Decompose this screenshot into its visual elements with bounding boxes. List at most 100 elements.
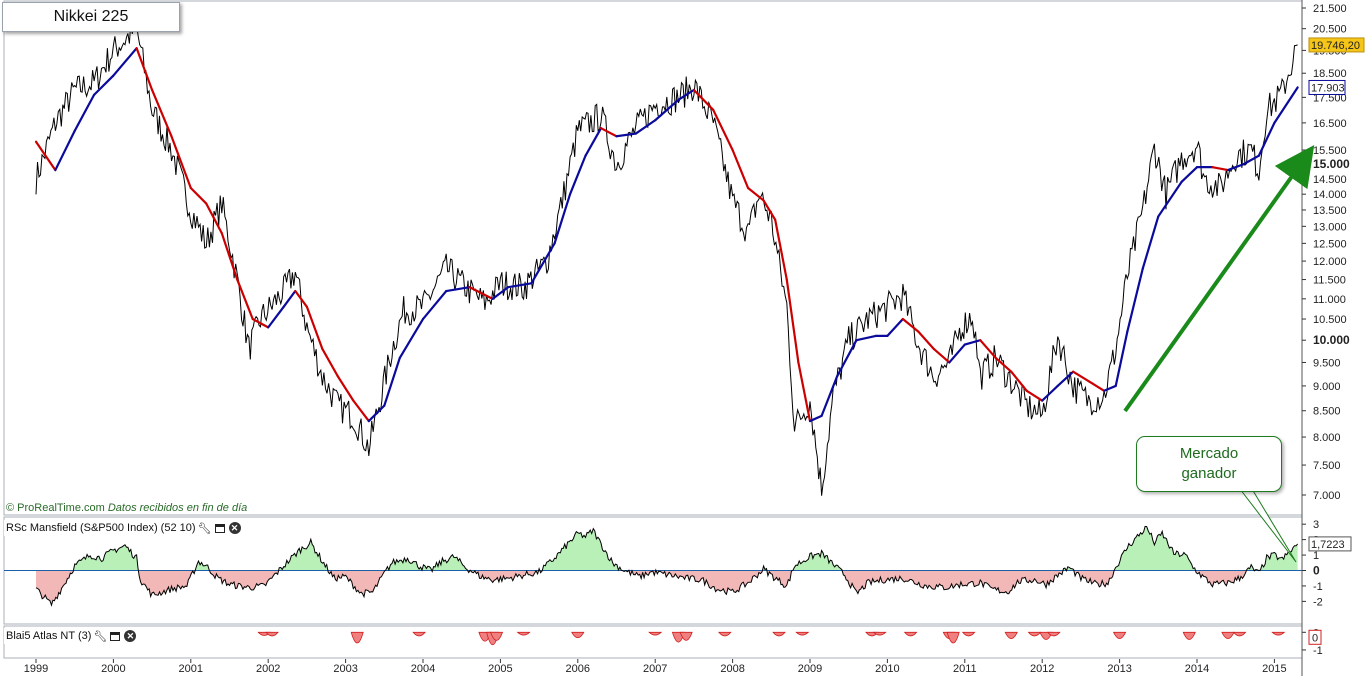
moving-average-segment bbox=[712, 108, 734, 152]
rsc-negative-area bbox=[36, 570, 1298, 606]
close-icon[interactable]: ✕ bbox=[228, 522, 241, 534]
moving-average-segment bbox=[948, 343, 966, 364]
watermark: © ProRealTime.com Datos recibidos en fin… bbox=[6, 502, 247, 514]
moving-average-segment bbox=[1180, 166, 1199, 184]
rsc-mansfield-panel: 3210-1-21,7223 bbox=[4, 519, 1352, 608]
price-panel-frame bbox=[3, 0, 1303, 516]
blai5-spike bbox=[718, 631, 732, 637]
price-tick-label: 17.500 bbox=[1313, 92, 1347, 104]
moving-average-segment bbox=[963, 339, 982, 346]
blai5-value-label: 0 bbox=[1312, 632, 1318, 644]
price-tick-label: 13.000 bbox=[1313, 221, 1347, 233]
blai5-spike bbox=[872, 631, 887, 636]
price-tick-label: 9.000 bbox=[1313, 381, 1341, 393]
moving-average-segment bbox=[994, 356, 1013, 373]
blai5-spike bbox=[1221, 631, 1235, 639]
ma-value-tag bbox=[1308, 79, 1346, 95]
moving-average-segment bbox=[584, 127, 603, 157]
year-tick-label: 2004 bbox=[411, 663, 435, 675]
blai5-spike bbox=[946, 631, 960, 644]
price-tick-label: 14.500 bbox=[1313, 174, 1347, 186]
rsc-value-tag bbox=[1308, 536, 1352, 552]
moving-average-segment bbox=[112, 47, 138, 77]
rsc-value-label: 1,7223 bbox=[1311, 539, 1345, 551]
moving-average-segment bbox=[1072, 370, 1090, 383]
moving-average-segment bbox=[398, 317, 425, 360]
moving-average-segment bbox=[251, 317, 270, 329]
year-tick-label: 2009 bbox=[798, 663, 822, 675]
rsc-tick-label: -2 bbox=[1313, 596, 1323, 608]
blai5-spike bbox=[1182, 631, 1196, 640]
wrench-icon[interactable]: 🔧︎ bbox=[93, 630, 108, 643]
annotations bbox=[1123, 144, 1315, 563]
moving-average-segment bbox=[932, 347, 951, 364]
moving-average-segment bbox=[1041, 384, 1059, 402]
year-tick-label: 2005 bbox=[488, 663, 512, 675]
year-tick-label: 2003 bbox=[333, 663, 357, 675]
moving-average-segment bbox=[677, 88, 696, 101]
last-price-tag bbox=[1308, 37, 1365, 53]
price-tick-label: 10.500 bbox=[1313, 314, 1347, 326]
rsc-tick-label: 1 bbox=[1313, 550, 1319, 562]
moving-average-segment bbox=[1025, 389, 1044, 402]
moving-average-segment bbox=[1257, 121, 1276, 157]
year-tick-label: 2013 bbox=[1107, 663, 1131, 675]
moving-average-segment bbox=[1211, 166, 1230, 172]
blai5-spike bbox=[571, 631, 585, 639]
moving-average-segment bbox=[383, 356, 401, 407]
price-tick-label: 11.500 bbox=[1313, 275, 1346, 287]
moving-average-segment bbox=[835, 339, 858, 378]
moving-average-segment bbox=[1273, 86, 1299, 124]
blai5-spike bbox=[1027, 631, 1042, 637]
year-tick-label: 2010 bbox=[875, 663, 899, 675]
year-tick-label: 1999 bbox=[24, 663, 48, 675]
rsc-tick-label: 3 bbox=[1313, 519, 1319, 531]
price-tick-label: 18.500 bbox=[1313, 68, 1347, 80]
price-tick-label: 14.000 bbox=[1313, 189, 1347, 201]
callout-mercado-ganador: Mercado ganador bbox=[1136, 436, 1282, 492]
moving-average-segment bbox=[73, 93, 96, 132]
price-line bbox=[35, 20, 1298, 496]
year-tick-label: 2007 bbox=[643, 663, 667, 675]
moving-average-segment bbox=[1226, 163, 1245, 172]
callout-pointer bbox=[1238, 488, 1297, 563]
blai5-spike bbox=[648, 631, 663, 636]
watermark-note: Datos recibidos en fin de día bbox=[107, 502, 248, 514]
moving-average-segment bbox=[135, 47, 154, 92]
blai5-spike bbox=[1046, 631, 1061, 637]
blai5-atlas-panel: 0-10 bbox=[94, 627, 1323, 657]
price-tick-label: 8.000 bbox=[1313, 432, 1341, 444]
blai5-spike bbox=[1004, 631, 1018, 639]
moving-average-segment bbox=[468, 286, 494, 300]
year-tick-label: 2001 bbox=[179, 663, 203, 675]
trend-arrow bbox=[1123, 144, 1315, 413]
moving-average-segment bbox=[189, 186, 208, 205]
price-tick-label: 7.500 bbox=[1313, 460, 1341, 472]
moving-average-segment bbox=[855, 334, 877, 342]
moving-average-segment bbox=[1157, 180, 1183, 218]
year-tick-label: 2006 bbox=[566, 663, 590, 675]
price-tick-label: 12.000 bbox=[1313, 256, 1347, 268]
callout-line-2: ganador bbox=[1181, 465, 1237, 482]
moving-average-segment bbox=[336, 375, 355, 402]
price-panel: 19.746,20 17.903 bbox=[34, 20, 1365, 496]
year-tick-label: 2000 bbox=[101, 663, 125, 675]
price-tick-label: 15.000 bbox=[1313, 157, 1350, 171]
blai5-spike bbox=[350, 631, 364, 644]
price-tick-label: 21.500 bbox=[1313, 3, 1347, 15]
moving-average-segment bbox=[762, 199, 777, 221]
wrench-icon[interactable]: 🔧︎ bbox=[197, 522, 212, 535]
close-icon[interactable]: ✕ bbox=[124, 630, 137, 642]
window-icon[interactable] bbox=[214, 522, 226, 534]
moving-average-segment bbox=[797, 361, 812, 423]
moving-average-segment bbox=[1087, 380, 1106, 392]
moving-average-segment bbox=[917, 330, 935, 351]
panel-frames bbox=[3, 0, 1303, 676]
moving-average-segment bbox=[654, 98, 680, 122]
price-y-axis: 7.000 7.500 8.000 8.500 9.000 9.500 10.000 10.5… bbox=[1302, 3, 1350, 502]
moving-average-segment bbox=[367, 404, 386, 423]
window-icon[interactable] bbox=[109, 630, 121, 642]
rsc-mansfield-header: RSc Mansfield (S&P500 Index) (52 10) 🔧︎ … bbox=[4, 520, 243, 536]
moving-average-segment bbox=[1056, 370, 1075, 388]
